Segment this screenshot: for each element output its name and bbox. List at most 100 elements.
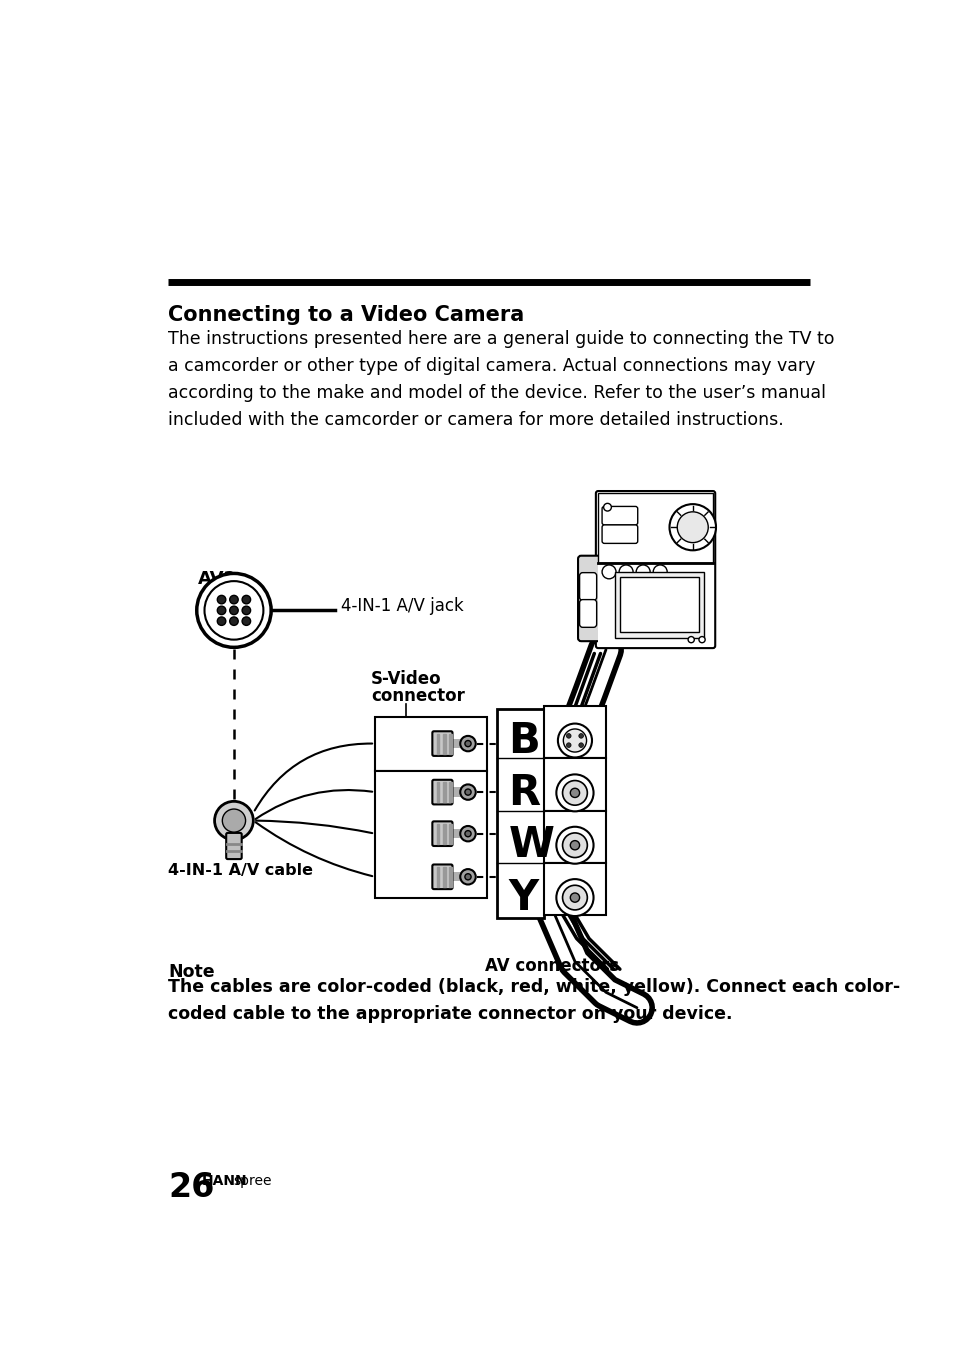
Bar (375, 717, 487, 771)
Bar (436, 734, 439, 753)
Circle shape (562, 780, 587, 806)
Circle shape (556, 879, 593, 917)
FancyBboxPatch shape (432, 864, 452, 890)
Circle shape (230, 617, 238, 626)
Text: Y: Y (508, 876, 537, 918)
Circle shape (464, 741, 471, 746)
Circle shape (217, 595, 226, 604)
Circle shape (566, 742, 571, 748)
Text: Note: Note (168, 963, 214, 982)
Bar (446, 787, 468, 796)
Circle shape (570, 841, 579, 850)
Circle shape (464, 790, 471, 795)
Circle shape (214, 802, 253, 840)
Circle shape (558, 723, 592, 757)
Circle shape (556, 827, 593, 864)
Circle shape (603, 503, 611, 511)
FancyBboxPatch shape (601, 525, 637, 544)
Circle shape (204, 581, 263, 639)
Text: 4-IN-1 A/V jack: 4-IN-1 A/V jack (340, 596, 463, 615)
FancyBboxPatch shape (432, 731, 452, 756)
Bar (443, 781, 445, 802)
Circle shape (459, 784, 476, 800)
Text: R: R (508, 772, 539, 814)
Circle shape (562, 886, 587, 910)
Text: The cables are color-coded (black, red, white, yellow). Connect each color-
code: The cables are color-coded (black, red, … (168, 979, 900, 1023)
Circle shape (636, 565, 649, 579)
Circle shape (578, 734, 583, 738)
Circle shape (222, 808, 245, 831)
Bar (449, 734, 452, 753)
Circle shape (669, 504, 716, 550)
Circle shape (242, 606, 251, 615)
Circle shape (464, 873, 471, 880)
Circle shape (217, 606, 226, 615)
Circle shape (217, 617, 226, 626)
FancyBboxPatch shape (579, 599, 596, 627)
FancyBboxPatch shape (579, 573, 596, 600)
Circle shape (601, 565, 616, 579)
Bar (436, 823, 439, 844)
Circle shape (196, 573, 271, 648)
Bar (449, 823, 452, 844)
Text: spree: spree (233, 1174, 272, 1188)
Bar (543, 758, 605, 811)
FancyBboxPatch shape (432, 780, 452, 804)
Text: Connecting to a Video Camera: Connecting to a Video Camera (168, 304, 524, 324)
FancyBboxPatch shape (601, 507, 637, 525)
Bar (543, 811, 605, 863)
Circle shape (230, 606, 238, 615)
FancyBboxPatch shape (578, 556, 600, 641)
Bar (449, 867, 452, 887)
FancyBboxPatch shape (596, 491, 715, 648)
Bar (443, 867, 445, 887)
Bar (446, 740, 468, 748)
Bar (446, 872, 468, 882)
Bar (497, 708, 543, 918)
Circle shape (578, 742, 583, 748)
Text: AV2: AV2 (198, 571, 237, 588)
Circle shape (566, 734, 571, 738)
Text: AV connectors: AV connectors (484, 957, 618, 975)
Circle shape (570, 892, 579, 902)
Bar (619, 576, 699, 631)
Bar (436, 781, 439, 802)
Circle shape (242, 595, 251, 604)
Bar (598, 562, 712, 646)
Text: 26: 26 (168, 1171, 214, 1203)
Circle shape (459, 735, 476, 752)
FancyBboxPatch shape (226, 833, 241, 859)
Text: HANN: HANN (202, 1174, 248, 1188)
Circle shape (677, 512, 707, 542)
Bar (375, 771, 487, 898)
Bar (615, 572, 703, 638)
Circle shape (653, 565, 666, 579)
Bar (598, 493, 712, 562)
Bar (543, 706, 605, 758)
Circle shape (618, 565, 633, 579)
Text: W: W (508, 825, 554, 867)
Bar (449, 781, 452, 802)
Circle shape (562, 833, 587, 857)
Circle shape (242, 617, 251, 626)
Circle shape (699, 637, 704, 642)
Circle shape (570, 788, 579, 798)
Text: The instructions presented here are a general guide to connecting the TV to
a ca: The instructions presented here are a ge… (168, 330, 834, 430)
Circle shape (459, 826, 476, 841)
Bar (436, 867, 439, 887)
Circle shape (230, 595, 238, 604)
FancyBboxPatch shape (432, 822, 452, 846)
Circle shape (459, 869, 476, 884)
Text: B: B (508, 719, 539, 761)
Circle shape (562, 729, 586, 752)
Bar (443, 734, 445, 753)
Text: S-Video: S-Video (371, 671, 441, 688)
Circle shape (464, 830, 471, 837)
Circle shape (556, 775, 593, 811)
Bar (446, 829, 468, 838)
Text: connector: connector (371, 687, 464, 706)
Text: 4-IN-1 A/V cable: 4-IN-1 A/V cable (168, 863, 313, 877)
Bar (543, 863, 605, 915)
Bar (443, 823, 445, 844)
Circle shape (687, 637, 694, 642)
